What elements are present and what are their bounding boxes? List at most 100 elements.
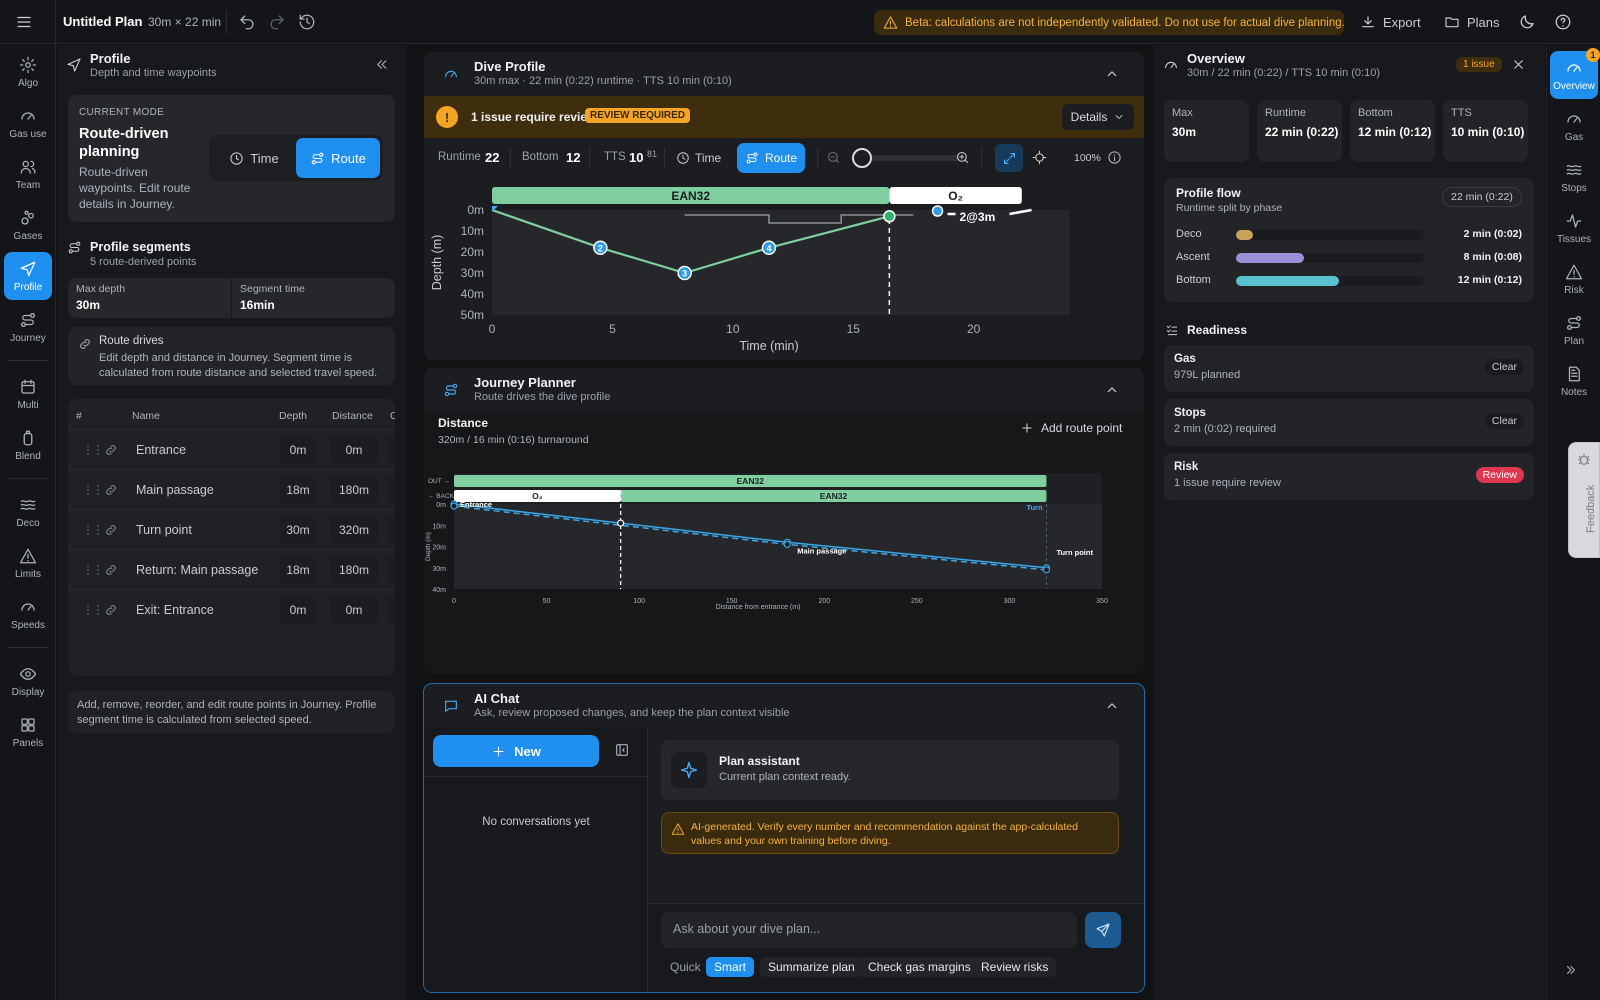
table-row[interactable]: ⋮⋮ Exit: Entrance 0m 0m [68,589,395,629]
add-route-point-button[interactable]: Add route point [1020,421,1122,435]
drag-handle-icon[interactable]: ⋮⋮ [82,563,104,577]
quick-prompt-chip[interactable]: Check gas margins [860,957,979,977]
theme-toggle-icon[interactable] [1518,13,1536,31]
route-point-marker[interactable] [783,540,791,548]
drag-handle-icon[interactable]: ⋮⋮ [82,523,104,537]
waypoint-marker[interactable] [593,240,608,256]
toggle-sidebar-icon[interactable] [614,742,630,758]
new-chat-button[interactable]: New [433,735,599,767]
row-depth: 0m [280,436,316,464]
rnav-item-overview[interactable]: Overview 1 [1550,48,1600,99]
assistant-title: Plan assistant [719,754,800,768]
waypoint-marker[interactable] [883,210,896,223]
nav-item-team[interactable]: Team [4,150,52,198]
undo-icon[interactable] [238,13,256,31]
x-tick-label: 200 [818,598,830,605]
collapse-icon[interactable] [1104,698,1120,714]
feedback-tab[interactable]: Feedback [1568,442,1600,558]
table-row[interactable]: ⋮⋮ Main passage 18m 180m [68,469,395,509]
deco-stop-marker[interactable] [931,205,944,217]
nav-item-profile[interactable]: Profile [4,252,52,300]
nav-item-limits[interactable]: Limits [4,539,52,587]
route-point-label: Turn point [1056,548,1093,557]
dive-profile-chart[interactable]: EAN32 O₂ 0m 10m 20m 30m 40m 50m 0 5 10 15 20 Time (mi… [424,180,1144,360]
fit-view-icon[interactable] [995,144,1023,172]
nav-item-blend[interactable]: Blend [4,421,52,469]
route-mode-button[interactable]: Route [296,138,380,178]
table-row[interactable]: ⋮⋮ Entrance 0m 0m [68,429,395,469]
zoom-slider-handle[interactable] [852,148,872,168]
readiness-item-gas[interactable]: Gas 979L planned Clear [1164,345,1534,392]
chat-input[interactable]: Ask about your dive plan... [661,912,1077,948]
distance-title: Distance [438,416,489,430]
zoom-slider[interactable] [852,148,964,168]
nav-item-multi[interactable]: Multi [4,370,52,418]
journey-distance-chart[interactable]: OUT → ← BACK EAN32 O₂ EAN32 0m 10m 20m 30m 40m 0 50… [424,468,1144,668]
redo-icon[interactable] [268,13,286,31]
nav-item-algo[interactable]: Algo [4,48,52,96]
nav-item-deco[interactable]: Deco [4,488,52,536]
eye-icon [19,667,37,680]
rnav-item-stops[interactable]: Stops [1550,153,1598,201]
rnav-item-risk[interactable]: Risk [1550,255,1598,303]
route-point-label: Entrance [460,500,492,509]
dive-profile-title: Dive Profile [474,59,546,74]
collapse-icon[interactable] [1104,66,1120,82]
cylinder-icon [23,430,33,445]
route-point-marker[interactable] [450,502,458,510]
nav-item-speeds[interactable]: Speeds [4,590,52,638]
route-view-button[interactable]: Route [737,143,805,173]
nav-item-gases[interactable]: Gases [4,201,52,249]
smart-mode-option[interactable]: Smart [706,957,755,977]
waypoint-marker[interactable] [677,265,692,281]
quick-prompt-chip[interactable]: Summarize plan [760,957,863,977]
nav-item-label: Speeds [11,619,45,631]
drag-handle-icon[interactable]: ⋮⋮ [82,483,104,497]
clock-icon [677,152,689,164]
rnav-item-plan[interactable]: Plan [1550,306,1598,354]
details-button[interactable]: Details [1062,104,1134,130]
plan-title[interactable]: Untitled Plan [63,14,143,29]
zoom-out-icon[interactable] [826,150,841,165]
checklist-icon [1165,323,1179,337]
route-point-marker[interactable] [1042,566,1051,574]
send-button[interactable] [1085,912,1121,948]
collapse-panel-icon[interactable] [374,57,389,72]
nav-item-panels[interactable]: Panels [4,708,52,756]
collapse-icon[interactable] [1104,382,1120,398]
menu-icon[interactable] [15,13,33,31]
route-point-label: Turn [1026,503,1043,512]
close-icon[interactable] [1511,57,1526,72]
nav-item-gas-use[interactable]: Gas use [4,99,52,147]
readiness-item-stops[interactable]: Stops 2 min (0:02) required Clear [1164,399,1534,446]
waypoint-marker[interactable] [761,240,777,256]
issue-count-badge[interactable]: 1 issue [1456,57,1502,72]
row-distance: 180m [330,556,378,584]
crosshair-icon[interactable] [1032,150,1047,165]
distance-subtitle: 320m / 16 min (0:16) turnaround [438,434,589,446]
ai-chat-subtitle: Ask, review proposed changes, and keep t… [474,707,790,719]
nav-item-journey[interactable]: Journey [4,303,52,351]
time-view-button[interactable]: Time [676,146,721,170]
rnav-item-tissues[interactable]: Tissues [1550,204,1598,252]
table-row[interactable]: ⋮⋮ Return: Main passage 18m 180m [68,549,395,589]
rnav-item-notes[interactable]: Notes [1550,357,1598,405]
segments-icon [67,240,82,255]
plans-button[interactable]: Plans [1444,14,1500,30]
expand-icon[interactable] [1564,963,1578,977]
readiness-item-risk[interactable]: Risk 1 issue require review Review [1164,453,1534,500]
zoom-in-icon[interactable] [955,150,970,165]
sparkle-icon [671,752,707,788]
history-icon[interactable] [298,13,316,31]
quick-prompt-chip[interactable]: Review risks [973,957,1057,977]
rnav-item-gas[interactable]: Gas [1550,102,1598,150]
drag-handle-icon[interactable]: ⋮⋮ [82,443,104,457]
export-button[interactable]: Export [1360,14,1421,30]
quick-mode-option[interactable]: Quick [670,960,701,974]
help-icon[interactable] [1554,13,1572,31]
time-mode-button[interactable]: Time [217,139,291,177]
drag-handle-icon[interactable]: ⋮⋮ [82,603,104,617]
nav-item-display[interactable]: Display [4,657,52,705]
info-icon[interactable] [1107,150,1122,165]
table-row[interactable]: ⋮⋮ Turn point 30m 320m [68,509,395,549]
